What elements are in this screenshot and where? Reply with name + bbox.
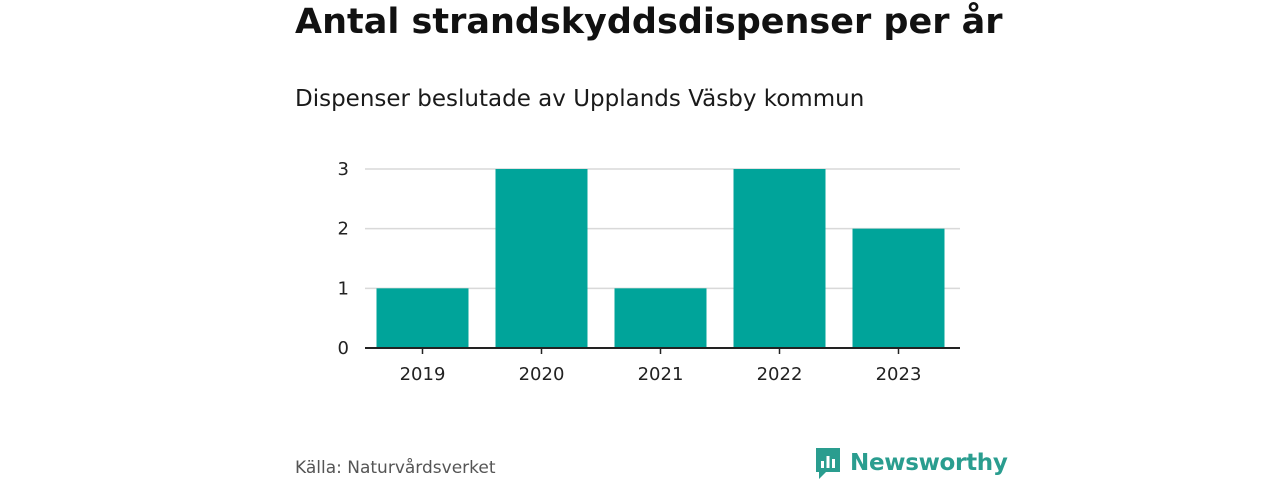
y-tick-labels: 0 1 2 3 <box>338 159 349 359</box>
y-tick-label: 1 <box>338 278 349 299</box>
bar-chart-speech-bubble-icon <box>816 448 840 479</box>
bar-2023 <box>852 228 945 348</box>
newsworthy-logo: Newsworthy <box>814 446 1008 480</box>
x-tick-labels: 2019 2020 2021 2022 2023 <box>400 348 922 385</box>
x-tick-label: 2022 <box>757 364 803 385</box>
x-tick-label: 2019 <box>400 364 446 385</box>
y-tick-label: 2 <box>338 219 349 240</box>
x-tick-label: 2020 <box>519 364 565 385</box>
chart-subtitle: Dispenser beslutade av Upplands Väsby ko… <box>295 86 865 112</box>
bar-2019 <box>376 288 469 348</box>
y-tick-label: 3 <box>338 159 349 180</box>
source-note: Källa: Naturvårdsverket <box>295 458 496 478</box>
bars <box>376 169 945 348</box>
bar-2021 <box>614 288 707 348</box>
y-tick-label: 0 <box>338 338 349 359</box>
chart-title: Antal strandskyddsdispenser per år <box>295 2 1003 42</box>
x-tick-label: 2023 <box>876 364 922 385</box>
brand-name: Newsworthy <box>850 450 1008 476</box>
x-tick-label: 2021 <box>638 364 684 385</box>
bar-2020 <box>495 169 588 348</box>
bar-2022 <box>733 169 826 348</box>
